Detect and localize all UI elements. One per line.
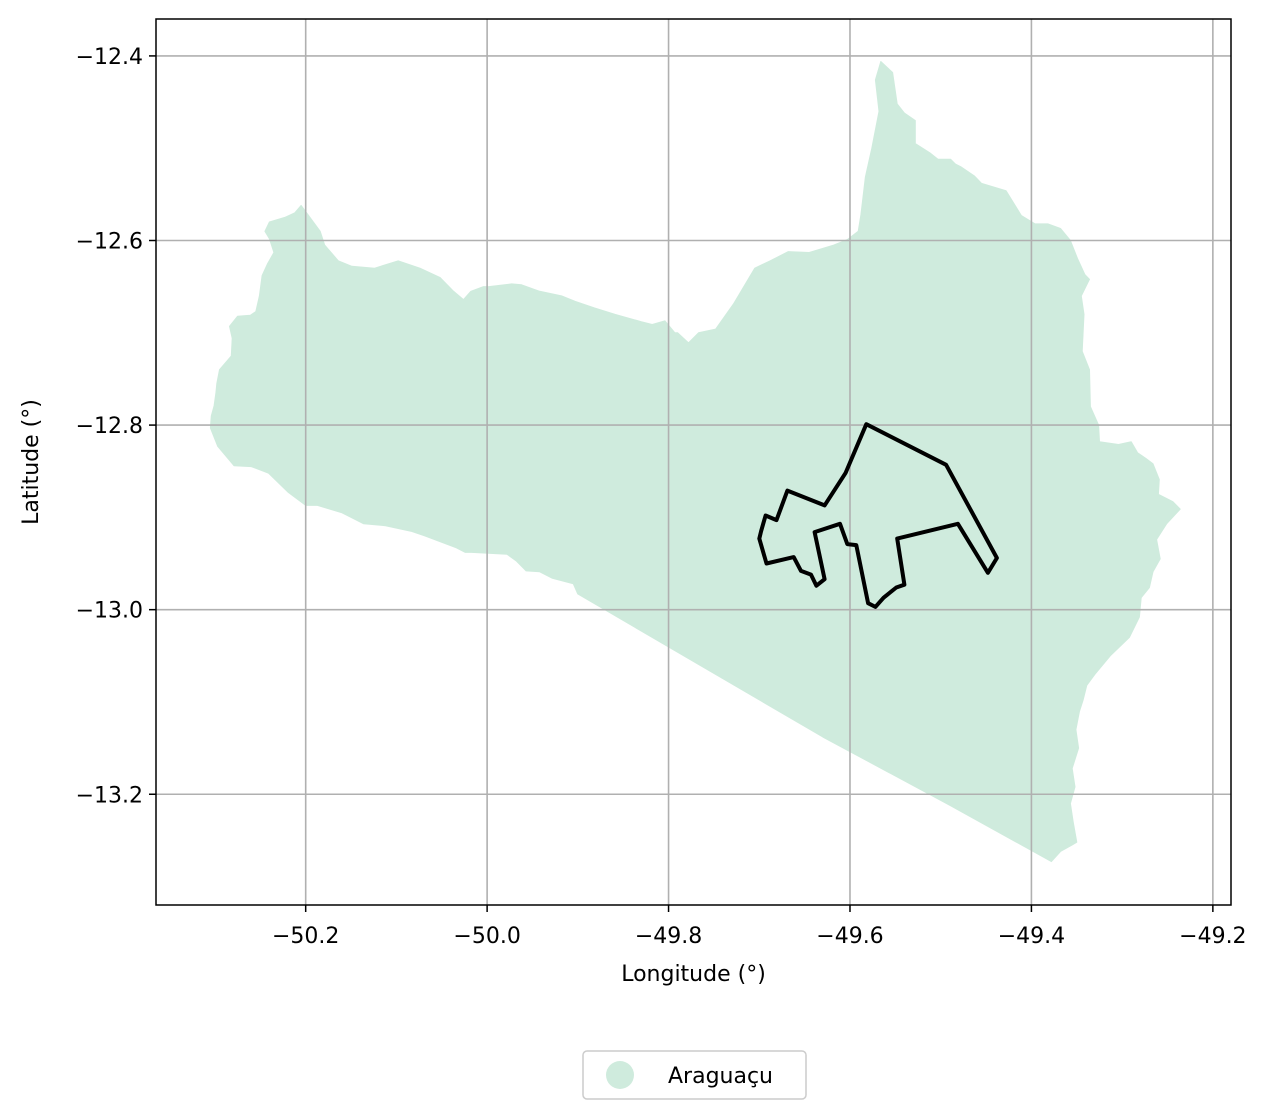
x-tick-label-0: −50.2 xyxy=(272,924,339,949)
region-araguacu xyxy=(209,61,1181,863)
legend-label-araguacu: Araguaçu xyxy=(668,1064,773,1089)
x-tick-label-3: −49.6 xyxy=(816,924,883,949)
x-tick-label-2: −49.8 xyxy=(635,924,702,949)
y-tick-label-3: −13.0 xyxy=(76,599,143,624)
x-axis-ticks: −50.2 −50.0 −49.8 −49.6 −49.4 −49.2 xyxy=(272,905,1247,949)
legend-marker-araguacu xyxy=(606,1061,634,1089)
y-tick-label-0: −12.4 xyxy=(76,45,143,70)
x-tick-label-1: −50.0 xyxy=(453,924,520,949)
y-tick-label-1: −12.6 xyxy=(76,230,143,255)
regions-layer xyxy=(209,61,1181,863)
y-tick-label-2: −12.8 xyxy=(76,414,143,439)
y-axis-label: Latitude (°) xyxy=(19,399,44,525)
y-tick-label-4: −13.2 xyxy=(76,783,143,808)
x-axis-label: Longitude (°) xyxy=(621,962,766,987)
x-tick-label-4: −49.4 xyxy=(998,924,1065,949)
x-tick-label-5: −49.2 xyxy=(1179,924,1246,949)
region-outlined-area xyxy=(757,422,999,609)
y-axis-ticks: −12.4 −12.6 −12.8 −13.0 −13.2 xyxy=(76,45,156,808)
plot-area xyxy=(155,18,1232,906)
legend-box xyxy=(582,1050,807,1100)
legend: Araguaçu xyxy=(582,1050,807,1100)
outline-layer xyxy=(757,422,999,609)
axes-frame xyxy=(155,18,1232,906)
grid-lines xyxy=(156,19,1231,905)
